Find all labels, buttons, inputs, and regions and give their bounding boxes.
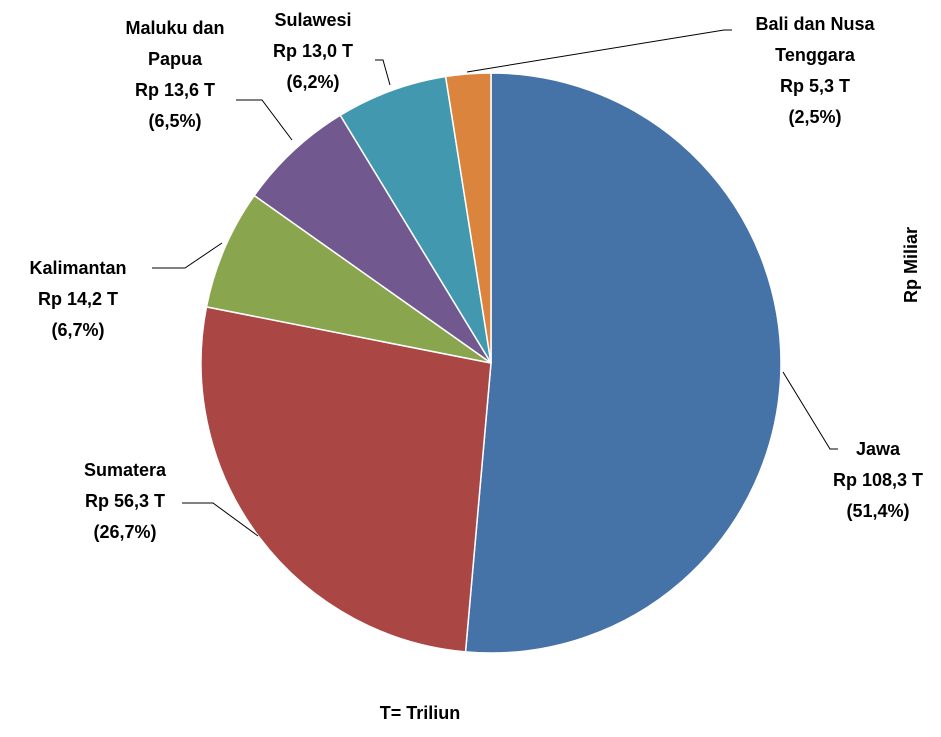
slice-label: Bali dan Nusa Tenggara Rp 5,3 T (2,5%): [735, 9, 895, 133]
pie-slice: [253, 114, 492, 364]
slice-name: Bali dan Nusa Tenggara: [755, 14, 875, 65]
slice-name: Kalimantan: [29, 258, 127, 278]
pie-slice: [200, 305, 492, 653]
slice-name: Maluku dan Papua: [125, 18, 225, 69]
leader-line: [152, 242, 223, 269]
slice-amount: Rp 14,2 T: [37, 289, 119, 309]
slice-label: Sumatera Rp 56,3 T (26,7%): [50, 455, 200, 548]
slice-amount: Rp 56,3 T: [84, 491, 166, 511]
pie-slice: [464, 72, 782, 654]
slice-label: Kalimantan Rp 14,2 T (6,7%): [0, 253, 156, 346]
slice-label: Maluku dan Papua Rp 13,6 T (6,5%): [115, 13, 235, 137]
leader-line: [375, 59, 391, 86]
slice-percent: (6,2%): [286, 72, 340, 92]
leader-line: [182, 502, 259, 537]
side-axis-label: Rp Miliar: [901, 227, 921, 303]
slice-percent: (2,5%): [788, 107, 842, 127]
slice-amount: Rp 108,3 T: [832, 470, 924, 490]
slice-amount: Rp 5,3 T: [779, 76, 850, 96]
slice-label: Sulawesi Rp 13,0 T (6,2%): [250, 5, 376, 98]
slice-amount: Rp 13,0 T: [272, 41, 354, 61]
slice-name: Jawa: [855, 439, 901, 459]
leader-line: [236, 99, 293, 141]
slice-percent: (6,7%): [51, 320, 105, 340]
pie-slice: [205, 194, 492, 364]
slice-percent: (26,7%): [93, 522, 157, 542]
slice-percent: (6,5%): [148, 111, 202, 131]
slice-label: Jawa Rp 108,3 T (51,4%): [818, 434, 938, 527]
slice-name: Sumatera: [83, 460, 167, 480]
slice-percent: (51,4%): [846, 501, 910, 521]
pie-slice: [444, 72, 492, 364]
slice-amount: Rp 13,6 T: [134, 80, 216, 100]
leader-line: [466, 29, 732, 73]
footnote: T= Triliun: [379, 703, 461, 723]
slice-name: Sulawesi: [274, 10, 352, 30]
leader-line: [782, 371, 838, 450]
